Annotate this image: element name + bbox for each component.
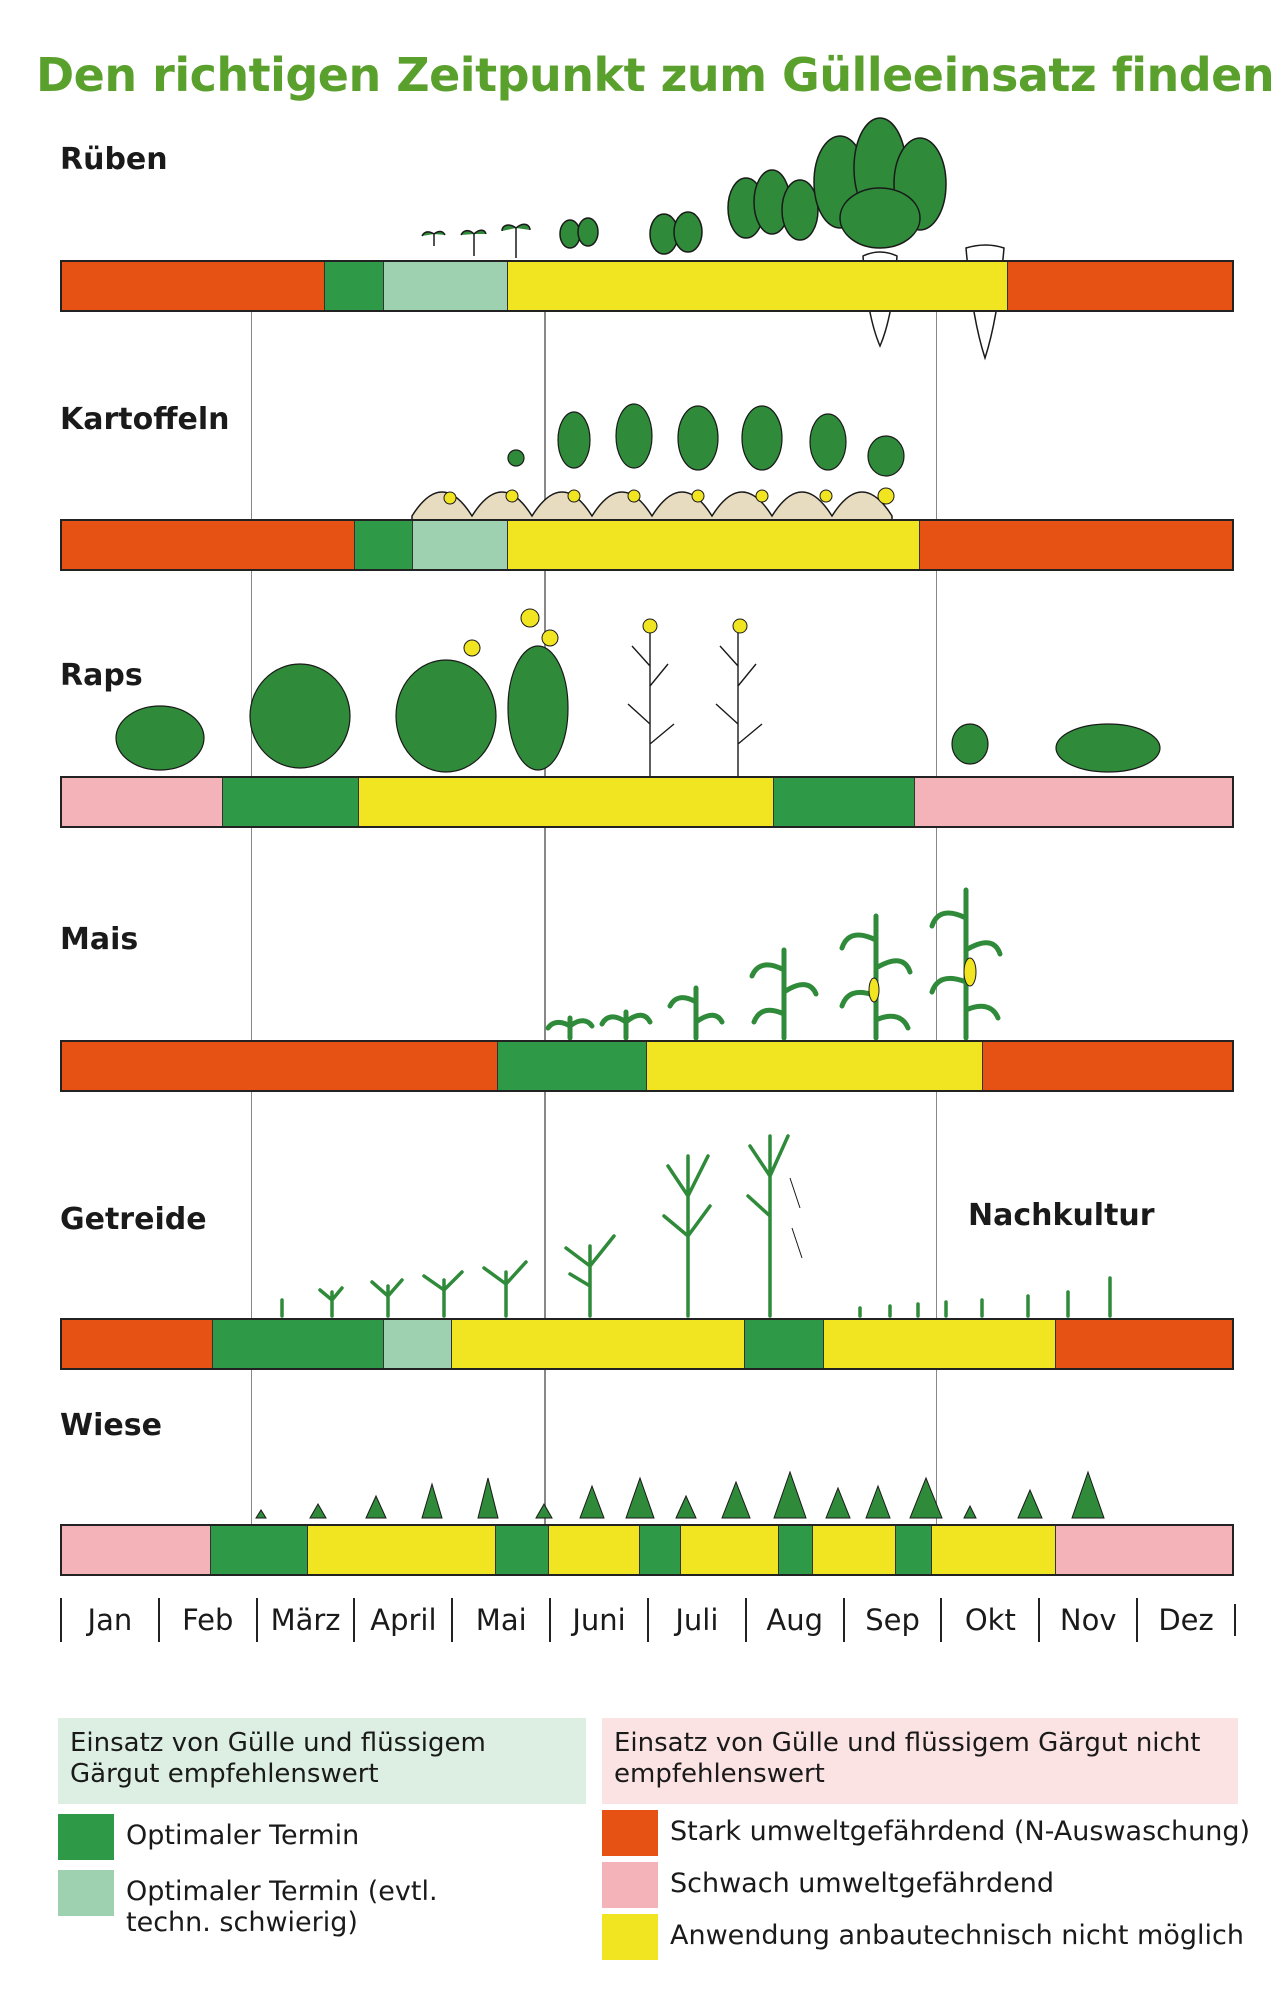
bar-kartoffeln — [60, 519, 1234, 571]
month-label: Okt — [940, 1598, 1038, 1642]
month-guide-line — [544, 312, 546, 1524]
bar-segment-optimal — [773, 778, 916, 826]
legend-text-optimal: Optimaler Termin — [126, 1820, 360, 1851]
legend-item-optimal-difficult: Optimaler Termin (evtl. techn. schwierig… — [58, 1870, 446, 1938]
bar-segment-strong — [983, 1042, 1232, 1090]
month-label: Mai — [451, 1598, 549, 1642]
page-title: Den richtigen Zeitpunkt zum Gülleeinsatz… — [36, 48, 1275, 102]
crop-label-wiese: Wiese — [60, 1408, 162, 1443]
crop-label-raps: Raps — [60, 658, 143, 693]
month-label: April — [353, 1598, 451, 1642]
bar-segment-optimal — [895, 1526, 932, 1574]
legend-text-impossible: Anwendung anbautechnisch nicht möglich — [670, 1920, 1244, 1951]
legend-swatch-optimal-difficult — [58, 1870, 114, 1916]
bar-segment-optimal — [213, 1320, 384, 1368]
bar-segment-optimal — [497, 1042, 647, 1090]
bar-raps — [60, 776, 1234, 828]
raps-plants-illustration — [115, 608, 1161, 776]
legend-swatch-weak — [602, 1862, 658, 1908]
getreide-plants-illustration — [280, 1134, 1112, 1318]
bar-segment-weak — [1056, 1526, 1232, 1574]
legend-good-header: Einsatz von Gülle und flüssigem Gärgut e… — [58, 1718, 586, 1804]
month-label: Aug — [744, 1598, 843, 1642]
bar-segment-strong — [62, 262, 326, 310]
bar-segment-impossible — [931, 1526, 1057, 1574]
wiese-plants-illustration — [255, 1470, 1105, 1519]
bar-segment-impossible — [452, 1320, 745, 1368]
bar-segment-strong — [919, 521, 1232, 569]
month-label: Juli — [646, 1598, 745, 1642]
bar-wiese — [60, 1524, 1234, 1576]
month-label: Nov — [1038, 1598, 1136, 1642]
rueben-plants-illustration — [421, 117, 1005, 361]
mais-plants-illustration — [545, 887, 1003, 1041]
bar-segment-impossible — [507, 262, 1008, 310]
bar-segment-optimal — [495, 1526, 550, 1574]
bar-mais — [60, 1040, 1234, 1092]
crop-label-getreide: Getreide — [60, 1202, 207, 1237]
bar-segment-weak — [915, 778, 1232, 826]
legend-text-strong: Stark umweltgefährdend (N-Auswaschung) — [670, 1816, 1250, 1847]
bar-segment-optimal_difficult — [383, 262, 508, 310]
month-axis-end-tick — [1234, 1604, 1236, 1636]
legend-bad-header: Einsatz von Gülle und flüssigem Gärgut n… — [602, 1718, 1238, 1804]
legend-text-optimal-difficult: Optimaler Termin (evtl. techn. schwierig… — [126, 1876, 438, 1938]
legend-swatch-strong — [602, 1810, 658, 1856]
crop-label-rueben: Rüben — [60, 142, 168, 177]
bar-segment-impossible — [812, 1526, 896, 1574]
crop-label-mais: Mais — [60, 922, 139, 957]
month-label: Dez — [1136, 1598, 1234, 1642]
bar-segment-impossible — [824, 1320, 1057, 1368]
legend-item-optimal: Optimaler Termin — [58, 1814, 359, 1860]
bar-rueben — [60, 260, 1234, 312]
bar-segment-impossible — [359, 778, 774, 826]
month-guide-line — [250, 312, 253, 1524]
bar-segment-impossible — [681, 1526, 779, 1574]
bar-segment-impossible — [507, 521, 920, 569]
bar-segment-impossible — [549, 1526, 641, 1574]
month-label: Feb — [157, 1598, 256, 1642]
legend-text-weak: Schwach umweltgefährdend — [670, 1868, 1054, 1899]
bar-segment-strong — [1007, 262, 1232, 310]
bar-segment-optimal — [778, 1526, 813, 1574]
month-label: Juni — [549, 1598, 647, 1642]
legend-swatch-optimal — [58, 1814, 114, 1860]
bar-segment-optimal — [744, 1320, 825, 1368]
bar-segment-impossible — [646, 1042, 984, 1090]
bar-segment-strong — [62, 521, 355, 569]
bar-segment-optimal — [222, 778, 360, 826]
bar-segment-optimal_difficult — [413, 521, 508, 569]
bar-segment-weak — [62, 1526, 212, 1574]
bar-segment-optimal — [211, 1526, 308, 1574]
bar-segment-strong — [1056, 1320, 1232, 1368]
month-label: März — [255, 1598, 354, 1642]
bar-segment-optimal — [640, 1526, 682, 1574]
bar-segment-optimal — [354, 521, 413, 569]
kartoffeln-plants-illustration — [411, 403, 905, 521]
bar-segment-strong — [62, 1320, 214, 1368]
bar-getreide — [60, 1318, 1234, 1370]
month-label: Sep — [842, 1598, 941, 1642]
month-label: Jan — [60, 1598, 158, 1642]
legend-item-strong: Stark umweltgefährdend (N-Auswaschung) — [602, 1810, 1250, 1856]
bar-segment-impossible — [307, 1526, 496, 1574]
bar-segment-weak — [62, 778, 223, 826]
legend-item-impossible: Anwendung anbautechnisch nicht möglich — [602, 1914, 1244, 1960]
bar-segment-optimal_difficult — [383, 1320, 452, 1368]
legend-swatch-impossible — [602, 1914, 658, 1960]
legend-item-weak: Schwach umweltgefährdend — [602, 1862, 1054, 1908]
bar-segment-strong — [62, 1042, 498, 1090]
month-axis: Jan Feb März April Mai Juni Juli Aug Sep Okt Nov De… — [60, 1598, 1236, 1642]
crop-label-kartoffeln: Kartoffeln — [60, 402, 230, 437]
crop-label-nachkultur: Nachkultur — [968, 1198, 1155, 1233]
bar-segment-optimal — [325, 262, 384, 310]
